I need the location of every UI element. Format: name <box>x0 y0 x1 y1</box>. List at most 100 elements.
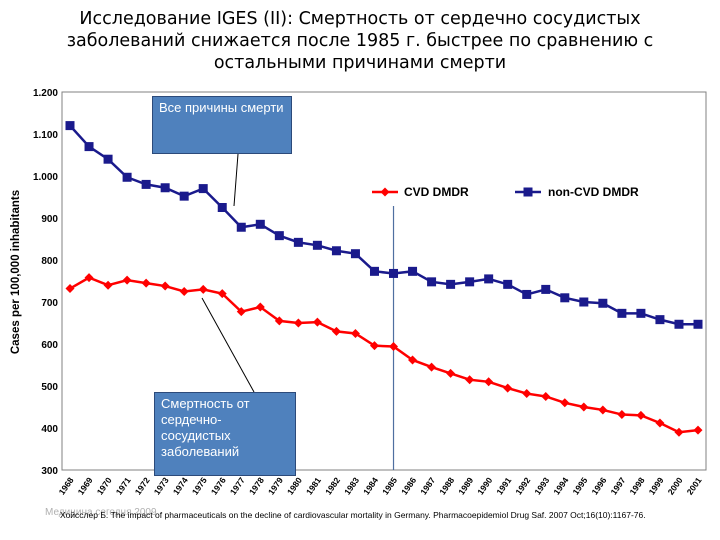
legend-label: non-CVD DMDR <box>548 185 639 199</box>
data-point-cvd <box>465 375 475 385</box>
x-tick-label: 1970 <box>95 475 114 496</box>
series-markers <box>65 121 703 437</box>
x-tick-label: 1999 <box>647 475 666 496</box>
x-tick-label: 1983 <box>342 475 361 496</box>
x-tick-label: 1985 <box>380 475 399 496</box>
legend-marker-diamond <box>380 187 390 197</box>
data-point-non-cvd <box>560 293 570 303</box>
data-point-cvd <box>122 275 132 285</box>
x-tick-label: 1989 <box>456 475 475 496</box>
data-point-cvd <box>408 355 418 365</box>
data-point-non-cvd <box>465 277 475 287</box>
data-point-non-cvd <box>522 289 532 299</box>
data-point-non-cvd <box>274 231 284 241</box>
data-point-non-cvd <box>693 319 703 329</box>
x-tick-label: 1993 <box>532 475 551 496</box>
data-point-cvd <box>541 392 551 401</box>
x-tick-label: 1974 <box>171 475 190 496</box>
connector-all-causes <box>233 153 239 207</box>
data-point-non-cvd <box>617 308 627 318</box>
x-tick-label: 1990 <box>475 475 494 496</box>
chart-axes <box>61 91 707 471</box>
x-tick-label: 1994 <box>551 475 570 496</box>
series-line-non-cvd <box>69 124 698 326</box>
y-tick-label: 900 <box>41 214 58 225</box>
citation: Хойсслер Б. The impact of pharmaceutical… <box>60 510 646 520</box>
data-point-non-cvd <box>141 179 151 189</box>
x-tick-label: 1975 <box>190 475 209 496</box>
data-point-cvd <box>636 410 646 420</box>
y-axis-label: Cases per 100,000 inhabitants <box>10 190 22 354</box>
connector-cvd <box>201 297 255 393</box>
data-point-non-cvd <box>636 308 646 318</box>
data-point-non-cvd <box>331 246 341 256</box>
x-tick-label: 1988 <box>437 475 456 496</box>
page-title: Исследование IGES (II): Смертность от се… <box>66 9 654 73</box>
data-point-cvd <box>198 284 208 294</box>
data-point-cvd <box>274 316 284 326</box>
data-point-cvd <box>579 402 589 412</box>
data-point-non-cvd <box>236 222 246 232</box>
legend-marker-square <box>523 187 533 197</box>
x-tick-label: 1998 <box>628 475 647 496</box>
data-point-non-cvd <box>446 279 456 289</box>
data-point-non-cvd <box>179 191 189 201</box>
x-tick-labels: 1968 1969 1970 1971 1972 1973 1974 1975 1976 1977… <box>57 475 704 496</box>
legend: CVD DMDR non-CVD DMDR <box>360 178 700 206</box>
y-tick-label: 1.100 <box>33 130 58 141</box>
x-tick-label: 1996 <box>589 475 608 496</box>
data-point-cvd <box>255 302 265 312</box>
data-point-non-cvd <box>293 237 303 247</box>
y-tick-label: 1.000 <box>33 172 58 183</box>
data-point-cvd <box>693 425 703 435</box>
y-tick-label: 300 <box>41 466 58 477</box>
data-point-cvd <box>522 389 532 399</box>
data-point-non-cvd <box>198 184 208 194</box>
data-point-cvd <box>674 427 684 437</box>
x-tick-label: 1968 <box>57 475 76 496</box>
data-point-cvd <box>369 341 379 351</box>
data-point-cvd <box>293 318 303 328</box>
data-point-cvd <box>331 326 341 336</box>
x-tick-label: 1984 <box>361 475 380 496</box>
data-point-cvd <box>446 368 456 378</box>
y-tick-label: 800 <box>41 256 58 267</box>
data-point-non-cvd <box>84 142 94 152</box>
y-tick-label: 400 <box>41 424 58 435</box>
data-point-cvd <box>503 383 513 393</box>
y-tick-label: 1.200 <box>33 88 58 99</box>
x-tick-label: 2001 <box>685 475 704 496</box>
data-point-non-cvd <box>65 121 75 131</box>
data-point-non-cvd <box>160 183 170 193</box>
data-point-cvd <box>84 273 94 283</box>
x-tick-label: 1986 <box>399 475 418 496</box>
series-line-cvd <box>69 276 699 434</box>
x-tick-label: 1978 <box>247 475 266 496</box>
x-tick-label: 1976 <box>209 475 228 496</box>
data-point-cvd <box>179 287 189 296</box>
data-point-cvd <box>617 410 627 420</box>
x-tick-label: 1981 <box>304 475 323 496</box>
plot-area-frame <box>61 91 707 471</box>
data-point-non-cvd <box>427 277 437 287</box>
y-tick-label: 600 <box>41 340 58 351</box>
data-point-cvd <box>350 329 360 338</box>
data-point-cvd <box>312 317 322 327</box>
x-tick-label: 1991 <box>494 475 513 496</box>
data-point-non-cvd <box>408 266 418 276</box>
data-point-non-cvd <box>255 219 265 229</box>
callout-all-causes: Все причины смерти <box>152 96 292 154</box>
callout-cvd-mortality: Смертность от сердечно-сосудистых заболе… <box>154 392 296 476</box>
data-point-non-cvd <box>655 315 665 325</box>
data-point-non-cvd <box>312 240 322 250</box>
data-point-non-cvd <box>389 268 399 278</box>
faded-watermark-text: Медицина сегодня 2009 <box>45 507 157 518</box>
data-point-non-cvd <box>674 319 684 329</box>
x-tick-label: 1992 <box>513 475 532 496</box>
data-point-cvd <box>103 280 113 290</box>
data-point-cvd <box>427 362 437 372</box>
data-point-non-cvd <box>484 274 494 284</box>
data-point-cvd <box>236 307 246 317</box>
x-tick-label: 1973 <box>152 475 171 496</box>
y-tick-label: 700 <box>41 298 58 309</box>
